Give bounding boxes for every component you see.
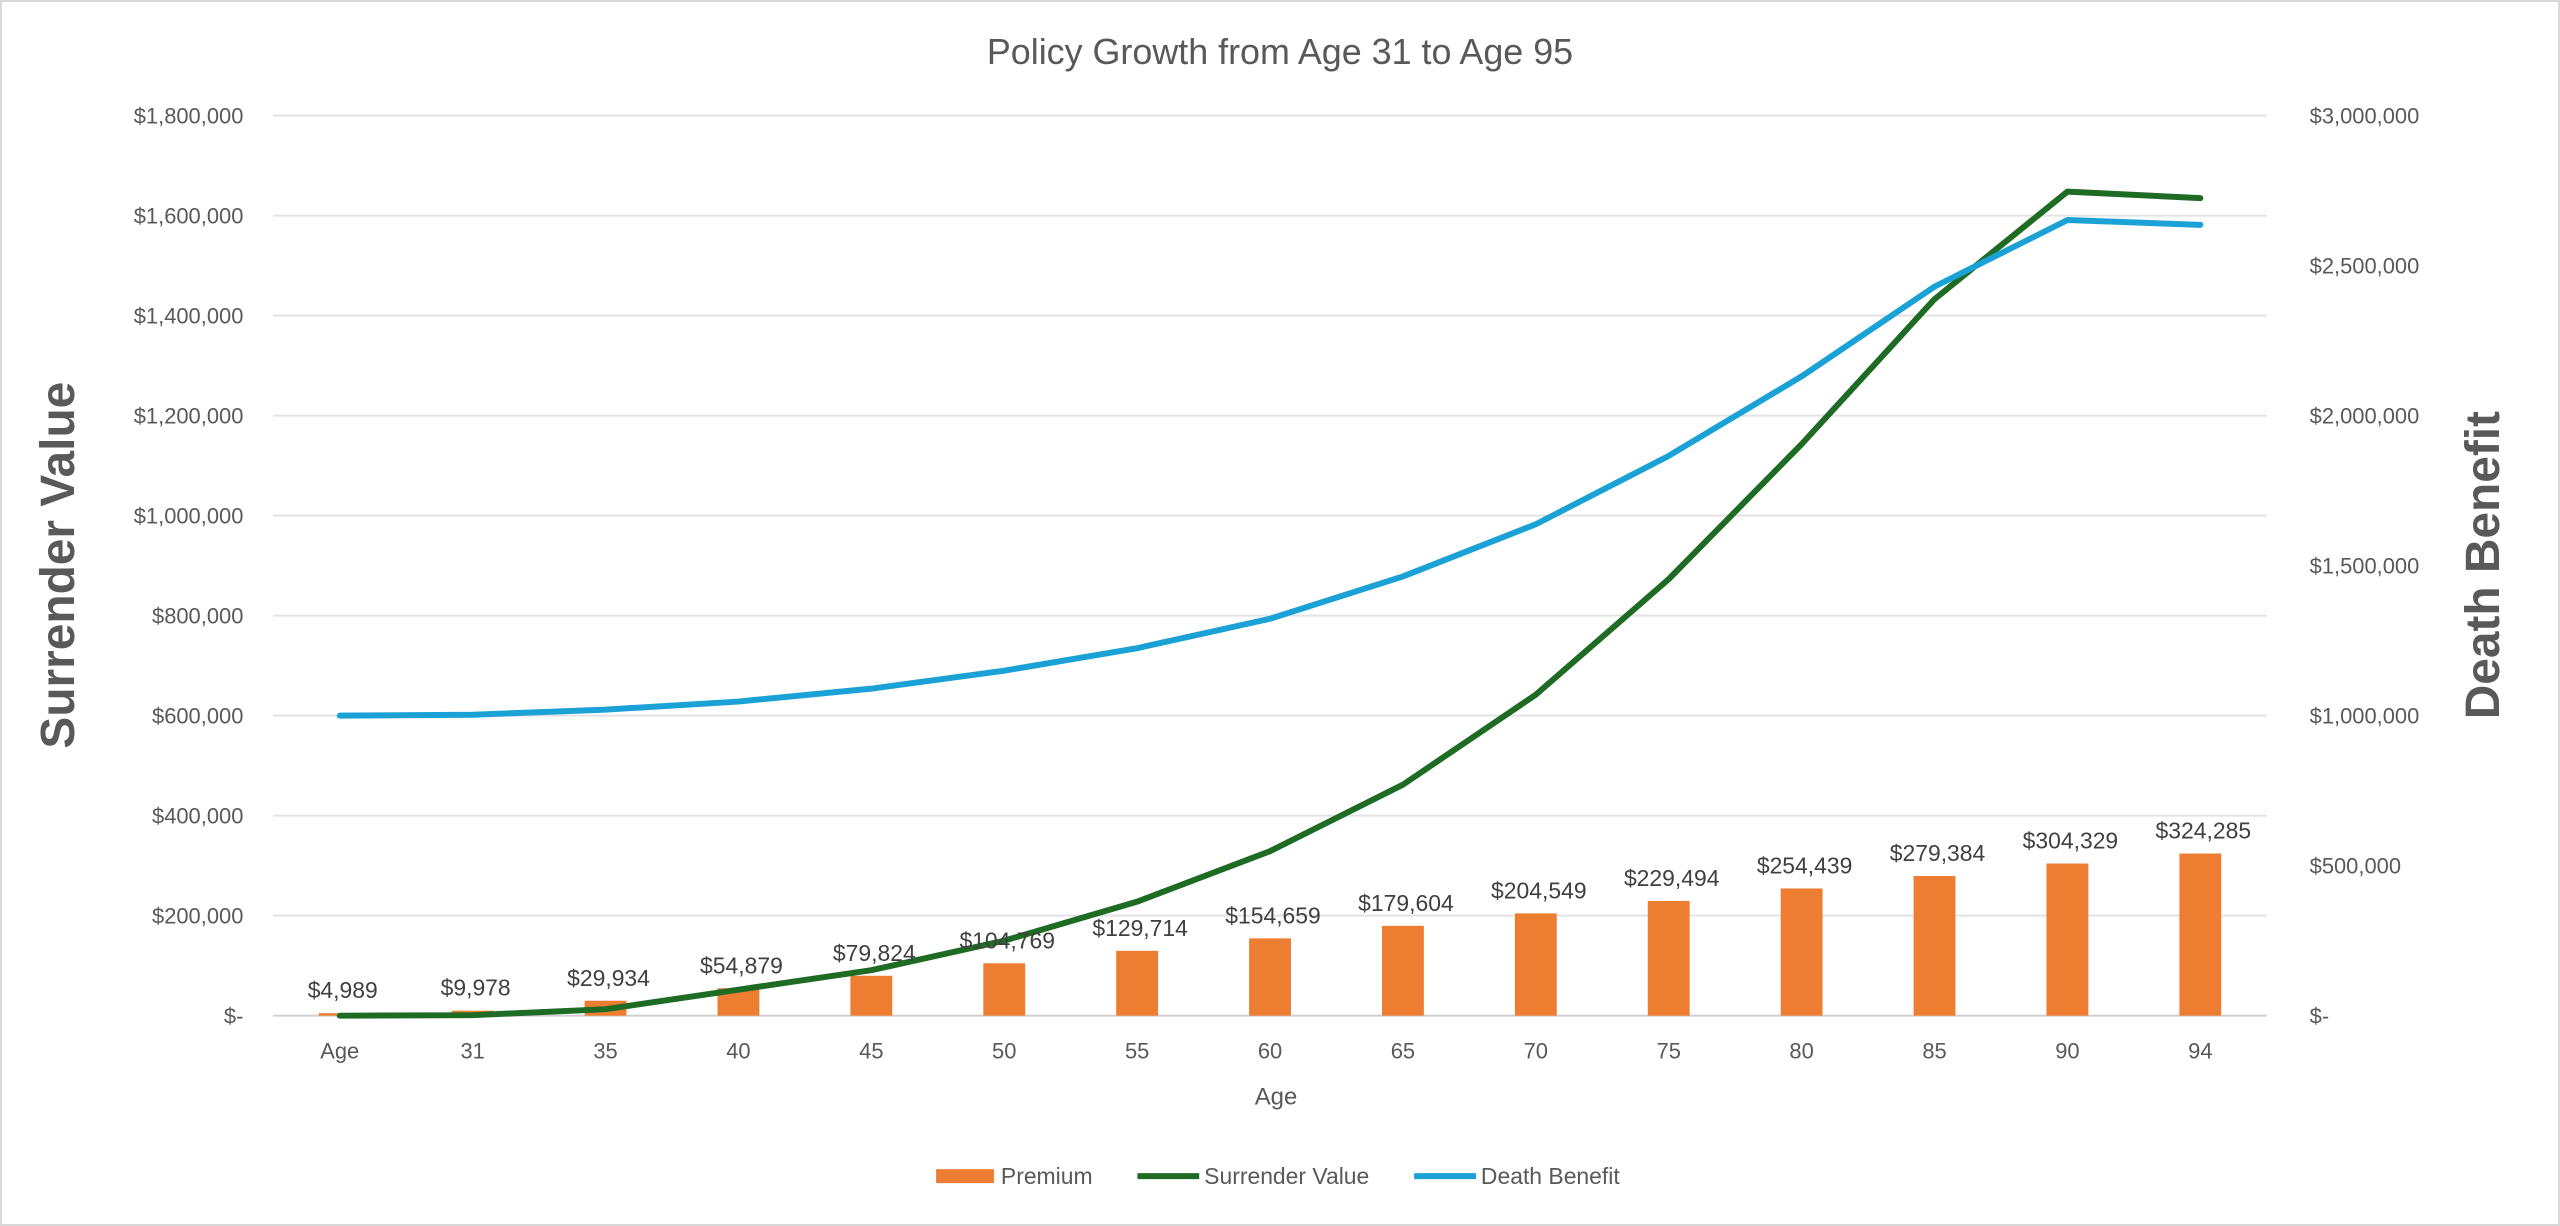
x-tick-label: 70 bbox=[1524, 1039, 1548, 1064]
x-tick-label: 85 bbox=[1922, 1039, 1946, 1064]
x-tick-label: 80 bbox=[1789, 1039, 1813, 1064]
premium-data-label: $324,285 bbox=[2156, 818, 2252, 844]
x-tick-label: 65 bbox=[1391, 1039, 1415, 1064]
legend: Premium Surrender Value Death Benefit bbox=[936, 1163, 1620, 1189]
premium-data-label: $9,978 bbox=[441, 975, 511, 1001]
left-tick-label: $1,800,000 bbox=[134, 104, 244, 129]
x-tick-label: 90 bbox=[2055, 1039, 2079, 1064]
premium-data-label: $254,439 bbox=[1757, 853, 1853, 879]
legend-swatch-premium bbox=[936, 1169, 994, 1184]
death-benefit-line bbox=[336, 217, 2204, 719]
right-axis-ticks: $- $500,000 $1,000,000 $1,500,000 $2,000,000… bbox=[2310, 104, 2420, 1029]
premium-data-label: $54,879 bbox=[700, 952, 783, 978]
left-tick-label: $- bbox=[224, 1004, 243, 1029]
premium-data-label: $204,549 bbox=[1491, 877, 1587, 903]
legend-label-surrender-value: Surrender Value bbox=[1204, 1163, 1369, 1189]
right-tick-label: $500,000 bbox=[2310, 854, 2401, 879]
premium-bar bbox=[1514, 913, 1557, 1016]
premium-data-label: $29,934 bbox=[567, 965, 650, 991]
premium-data-label: $179,604 bbox=[1358, 890, 1454, 916]
premium-data-labels: $4,989 $9,978 $29,934 $54,879 $79,824 $104,76… bbox=[308, 818, 2251, 1004]
premium-data-label: $229,494 bbox=[1624, 865, 1720, 891]
premium-bar bbox=[2179, 853, 2222, 1016]
legend-label-premium: Premium bbox=[1001, 1163, 1093, 1189]
x-tick-label: Age bbox=[320, 1039, 359, 1064]
surrender-value-line bbox=[336, 188, 2204, 1019]
left-tick-label: $200,000 bbox=[152, 904, 243, 929]
right-tick-label: $2,000,000 bbox=[2310, 404, 2420, 429]
premium-data-label: $4,989 bbox=[308, 977, 378, 1003]
gridlines bbox=[273, 114, 2267, 1017]
premium-bar bbox=[1780, 888, 1823, 1016]
right-axis-title: Death Benefit bbox=[2457, 411, 2510, 719]
x-tick-label: 50 bbox=[992, 1039, 1016, 1064]
premium-bar bbox=[1647, 900, 1690, 1016]
premium-bars bbox=[318, 853, 2222, 1016]
left-tick-label: $600,000 bbox=[152, 704, 243, 729]
premium-bar bbox=[2046, 863, 2089, 1016]
x-tick-label: 60 bbox=[1258, 1039, 1282, 1064]
premium-data-label: $154,659 bbox=[1225, 902, 1321, 928]
x-axis-ticks: Age 31 35 40 45 50 55 60 65 70 75 80 85 90 94 bbox=[320, 1039, 2212, 1064]
premium-bar bbox=[850, 975, 893, 1016]
left-tick-label: $1,000,000 bbox=[134, 504, 244, 529]
x-tick-label: 75 bbox=[1657, 1039, 1681, 1064]
series-lines bbox=[336, 188, 2204, 1019]
x-tick-label: 94 bbox=[2188, 1039, 2212, 1064]
premium-data-label: $304,329 bbox=[2023, 828, 2119, 854]
legend-label-death-benefit: Death Benefit bbox=[1481, 1163, 1620, 1189]
premium-data-label: $104,769 bbox=[959, 927, 1055, 953]
left-tick-label: $800,000 bbox=[152, 604, 243, 629]
x-axis-title: Age bbox=[1255, 1083, 1298, 1110]
x-tick-label: 40 bbox=[726, 1039, 750, 1064]
x-tick-label: 45 bbox=[859, 1039, 883, 1064]
left-tick-label: $1,200,000 bbox=[134, 404, 244, 429]
premium-bar bbox=[1381, 925, 1424, 1016]
left-axis-ticks: $- $200,000 $400,000 $600,000 $800,000 $1,000… bbox=[134, 104, 244, 1029]
left-tick-label: $400,000 bbox=[152, 804, 243, 829]
right-tick-label: $2,500,000 bbox=[2310, 254, 2420, 279]
left-axis-title: Surrender Value bbox=[32, 382, 85, 749]
right-tick-label: $3,000,000 bbox=[2310, 104, 2420, 129]
left-tick-label: $1,400,000 bbox=[134, 304, 244, 329]
premium-data-label: $279,384 bbox=[1890, 840, 1986, 866]
right-tick-label: $1,500,000 bbox=[2310, 554, 2420, 579]
premium-data-label: $129,714 bbox=[1092, 915, 1188, 941]
chart-title: Policy Growth from Age 31 to Age 95 bbox=[987, 32, 1573, 72]
premium-data-label: $79,824 bbox=[833, 940, 916, 966]
left-tick-label: $1,600,000 bbox=[134, 204, 244, 229]
right-tick-label: $1,000,000 bbox=[2310, 704, 2420, 729]
premium-bar bbox=[1116, 950, 1159, 1016]
x-tick-label: 35 bbox=[593, 1039, 617, 1064]
x-tick-label: 31 bbox=[460, 1039, 484, 1064]
premium-bar bbox=[983, 963, 1026, 1016]
right-tick-label: $- bbox=[2310, 1004, 2329, 1029]
x-tick-label: 55 bbox=[1125, 1039, 1149, 1064]
premium-bar bbox=[1913, 875, 1956, 1016]
premium-bar bbox=[1249, 938, 1291, 1016]
